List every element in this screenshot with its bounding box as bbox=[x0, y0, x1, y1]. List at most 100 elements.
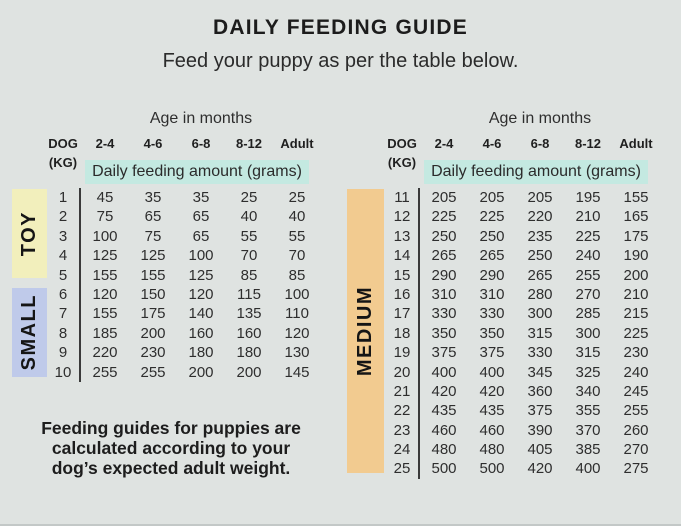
feeding-amount-cell: 300 bbox=[575, 324, 601, 342]
feeding-amount-cell: 65 bbox=[144, 208, 162, 226]
feeding-amount-cell: 65 bbox=[192, 227, 210, 245]
feeding-amount-cell: 155 bbox=[623, 189, 649, 206]
feeding-amount-cell: 375 bbox=[527, 402, 553, 420]
feeding-amount-cell: 230 bbox=[623, 344, 649, 362]
feeding-amount-cell: 165 bbox=[623, 208, 649, 226]
feeding-amount-cell: 215 bbox=[623, 305, 649, 323]
feeding-amount-cell: 155 bbox=[92, 305, 118, 323]
feeding-amount-cell: 225 bbox=[575, 227, 601, 245]
dog-column-header: DOG bbox=[48, 136, 78, 151]
feeding-amount-cell: 310 bbox=[479, 285, 505, 303]
feeding-amount-cell: 420 bbox=[431, 382, 457, 400]
table-row: 13 250 250 235 225 175 bbox=[384, 227, 660, 246]
age-column-header: 4-6 bbox=[143, 136, 163, 151]
table-row: 17 330 330 300 285 215 bbox=[384, 304, 660, 323]
feeding-amount-cell: 480 bbox=[479, 441, 505, 459]
kg-cell: 20 bbox=[393, 363, 411, 381]
kg-cell: 18 bbox=[393, 324, 411, 342]
feeding-amount-cell: 175 bbox=[140, 305, 166, 323]
feeding-amount-cell: 200 bbox=[140, 324, 166, 342]
page-subtitle: Feed your puppy as per the table below. bbox=[162, 50, 519, 72]
feeding-amount-cell: 120 bbox=[284, 324, 310, 342]
feeding-amount-cell: 330 bbox=[479, 305, 505, 323]
size-group-label-small: SMALL bbox=[12, 288, 47, 377]
age-in-months-label: Age in months bbox=[149, 110, 253, 127]
table-row: 12 225 225 220 210 165 bbox=[384, 207, 660, 226]
feeding-amount-cell: 35 bbox=[144, 189, 162, 206]
table-row: 7 155 175 140 135 110 bbox=[45, 304, 321, 323]
size-group-label-text: TOY bbox=[18, 210, 40, 257]
feeding-amount-cell: 390 bbox=[527, 421, 553, 439]
kg-cell: 10 bbox=[54, 363, 72, 381]
feeding-amount-cell: 100 bbox=[284, 285, 310, 303]
feeding-amount-cell: 265 bbox=[527, 266, 553, 284]
feeding-amount-cell: 290 bbox=[479, 266, 505, 284]
age-column-header: Adult bbox=[619, 136, 653, 151]
feeding-amount-cell: 355 bbox=[575, 402, 601, 420]
feeding-amount-cell: 385 bbox=[575, 441, 601, 459]
feeding-amount-cell: 220 bbox=[92, 344, 118, 362]
feeding-amount-cell: 205 bbox=[431, 189, 457, 206]
feeding-amount-cell: 210 bbox=[623, 285, 649, 303]
size-group-label-toy: TOY bbox=[12, 189, 47, 278]
feeding-amount-cell: 110 bbox=[285, 305, 309, 323]
feeding-amount-cell: 25 bbox=[240, 189, 258, 206]
feeding-amount-cell: 135 bbox=[236, 305, 262, 323]
kg-cell: 14 bbox=[393, 247, 411, 265]
feeding-amount-cell: 225 bbox=[431, 208, 457, 226]
feeding-amount-cell: 100 bbox=[92, 227, 118, 245]
feeding-amount-cell: 360 bbox=[527, 382, 553, 400]
feeding-amount-cell: 185 bbox=[92, 324, 118, 342]
feeding-amount-cell: 315 bbox=[527, 324, 553, 342]
kg-cell: 13 bbox=[393, 227, 411, 245]
kg-cell: 6 bbox=[58, 285, 68, 303]
feeding-amount-cell: 315 bbox=[575, 344, 601, 362]
kg-cell: 3 bbox=[58, 227, 68, 245]
table-row: 16 310 310 280 270 210 bbox=[384, 285, 660, 304]
kg-unit-label: (KG) bbox=[48, 155, 78, 170]
kg-cell: 12 bbox=[393, 208, 411, 226]
feeding-amount-cell: 345 bbox=[527, 363, 553, 381]
feeding-amount-cell: 375 bbox=[479, 344, 505, 362]
feeding-amount-cell: 480 bbox=[431, 441, 457, 459]
table-row: 14 265 265 250 240 190 bbox=[384, 246, 660, 265]
feeding-amount-cell: 200 bbox=[623, 266, 649, 284]
feeding-amount-cell: 330 bbox=[431, 305, 457, 323]
feeding-amount-cell: 55 bbox=[240, 227, 258, 245]
table-row: 22 435 435 375 355 255 bbox=[384, 401, 660, 420]
feeding-amount-cell: 460 bbox=[431, 421, 457, 439]
age-column-header: 8-12 bbox=[235, 136, 263, 151]
feeding-amount-cell: 270 bbox=[575, 285, 601, 303]
feeding-amount-cell: 460 bbox=[479, 421, 505, 439]
feeding-amount-cell: 180 bbox=[236, 344, 262, 362]
feeding-amount-cell: 340 bbox=[575, 382, 601, 400]
feeding-amount-cell: 400 bbox=[431, 363, 457, 381]
dog-column-header: DOG bbox=[387, 136, 417, 151]
kg-cell: 16 bbox=[393, 285, 411, 303]
table-row: 2 75 65 65 40 40 bbox=[45, 207, 321, 226]
kg-cell: 8 bbox=[58, 324, 68, 342]
feeding-amount-cell: 420 bbox=[479, 382, 505, 400]
table-row: 24 480 480 405 385 270 bbox=[384, 440, 660, 459]
feeding-amount-cell: 195 bbox=[575, 189, 601, 206]
age-column-header: 2-4 bbox=[95, 136, 115, 151]
feeding-amount-cell: 85 bbox=[288, 266, 306, 284]
table-row: 4 125 125 100 70 70 bbox=[45, 246, 321, 265]
daily-feeding-amount-band: Daily feeding amount (grams) bbox=[424, 160, 648, 184]
feeding-amount-cell: 200 bbox=[188, 363, 214, 381]
feeding-amount-cell: 255 bbox=[92, 363, 118, 381]
feeding-amount-cell: 160 bbox=[188, 324, 214, 342]
kg-cell: 9 bbox=[58, 344, 68, 362]
feeding-amount-cell: 120 bbox=[188, 285, 214, 303]
feeding-amount-cell: 500 bbox=[431, 460, 457, 478]
table-row: 25 500 500 420 400 275 bbox=[384, 459, 660, 478]
feeding-amount-cell: 25 bbox=[288, 189, 306, 206]
table-row: 8 185 200 160 160 120 bbox=[45, 324, 321, 343]
table-row: 10 255 255 200 200 145 bbox=[45, 363, 321, 382]
age-column-header: 2-4 bbox=[434, 136, 454, 151]
column-divider-line bbox=[79, 188, 81, 382]
feeding-amount-cell: 85 bbox=[240, 266, 258, 284]
kg-cell: 21 bbox=[393, 382, 411, 400]
age-column-header: 8-12 bbox=[574, 136, 602, 151]
